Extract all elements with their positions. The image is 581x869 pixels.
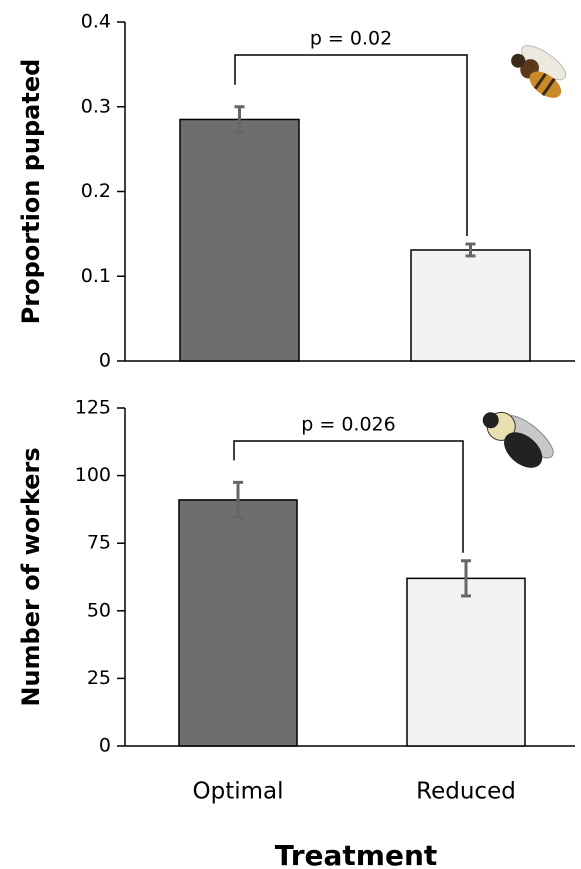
y-tick-label: 125	[75, 397, 111, 419]
y-tick-label: 100	[75, 464, 111, 486]
y-axis-label: Proportion pupated	[17, 59, 45, 325]
y-tick-label: 0	[99, 350, 111, 372]
y-tick-label: 75	[87, 532, 111, 554]
y-tick-label: 50	[87, 599, 111, 621]
bar	[407, 578, 525, 746]
y-tick-label: 0.3	[81, 95, 111, 117]
significance-label: p = 0.026	[301, 414, 395, 436]
figure: 0 0.1 0.2 0.3 0.4 Proportion pupated p = 0.02 0…	[0, 0, 581, 869]
y-tick-label: 0.4	[81, 11, 111, 33]
y-tick-label: 0	[99, 735, 111, 757]
y-axis-label: Number of workers	[17, 447, 45, 706]
x-tick-label: Optimal	[192, 779, 283, 805]
bar	[179, 500, 297, 746]
honeybee-icon	[504, 38, 575, 103]
y-tick-label: 25	[87, 667, 111, 689]
bar	[180, 119, 299, 361]
y-tick-label: 0.2	[81, 180, 111, 202]
bumblebee-icon	[474, 397, 559, 477]
x-axis-label: Treatment	[275, 839, 438, 869]
significance-label: p = 0.02	[310, 28, 392, 50]
x-tick-label: Reduced	[416, 779, 516, 805]
bar	[411, 250, 530, 361]
y-tick-label: 0.1	[81, 265, 111, 287]
